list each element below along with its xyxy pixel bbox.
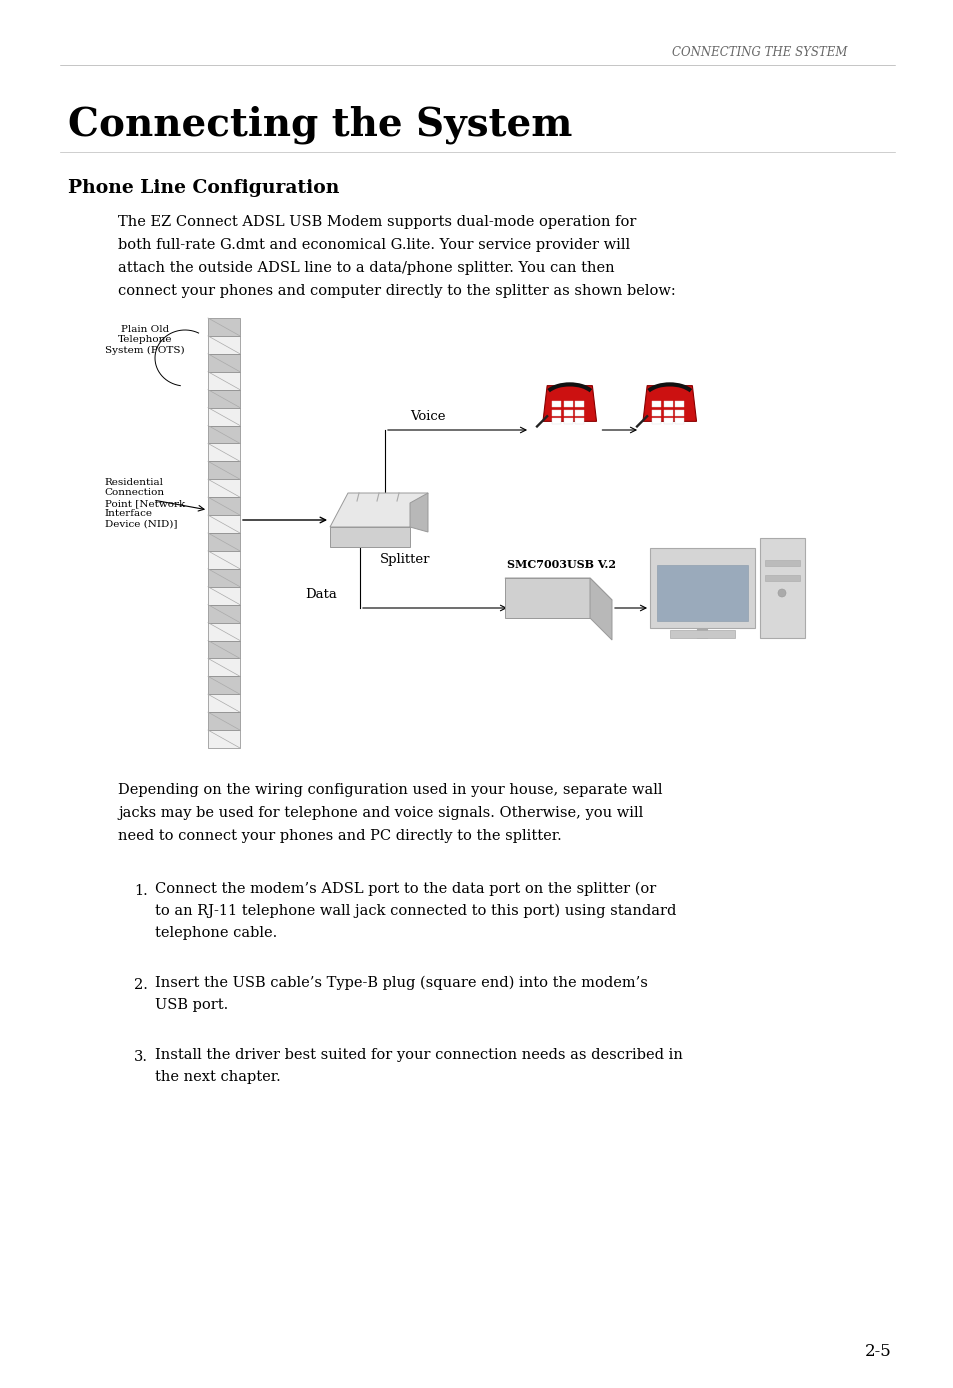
Text: 2-5: 2-5: [863, 1344, 890, 1360]
Bar: [575, 401, 583, 407]
Text: Install the driver best suited for your connection needs as described in: Install the driver best suited for your …: [154, 1048, 682, 1062]
Text: Depending on the wiring configuration used in your house, separate wall: Depending on the wiring configuration us…: [118, 783, 661, 797]
Bar: [651, 418, 660, 425]
Text: USB port.: USB port.: [154, 998, 228, 1012]
Bar: [760, 539, 804, 638]
Text: Data: Data: [305, 587, 336, 601]
Bar: [208, 587, 240, 605]
Bar: [208, 605, 240, 623]
Bar: [208, 533, 240, 551]
Bar: [675, 409, 683, 415]
Circle shape: [778, 589, 785, 597]
Text: Connecting the System: Connecting the System: [68, 105, 572, 144]
Text: 1.: 1.: [134, 884, 148, 898]
Text: jacks may be used for telephone and voice signals. Otherwise, you will: jacks may be used for telephone and voic…: [118, 806, 642, 820]
Bar: [208, 658, 240, 676]
Bar: [208, 640, 240, 658]
Text: 3.: 3.: [133, 1049, 148, 1065]
Text: the next chapter.: the next chapter.: [154, 1070, 280, 1084]
Bar: [575, 418, 583, 425]
Bar: [663, 401, 672, 407]
Text: 2.: 2.: [134, 979, 148, 992]
Text: telephone cable.: telephone cable.: [154, 926, 277, 940]
Text: Insert the USB cable’s Type-B plug (square end) into the modem’s: Insert the USB cable’s Type-B plug (squa…: [154, 976, 647, 991]
Polygon shape: [504, 577, 589, 618]
Bar: [563, 409, 572, 415]
Bar: [657, 565, 747, 620]
Bar: [663, 409, 672, 415]
Bar: [208, 623, 240, 640]
Text: Residential
Connection
Point [Network
Interface
Device (NID)]: Residential Connection Point [Network In…: [105, 477, 185, 529]
Bar: [208, 318, 240, 336]
Polygon shape: [330, 493, 428, 527]
Bar: [208, 372, 240, 390]
Text: both full-rate G.dmt and economical G.lite. Your service provider will: both full-rate G.dmt and economical G.li…: [118, 237, 630, 253]
Bar: [208, 354, 240, 372]
Polygon shape: [330, 527, 410, 547]
Bar: [552, 409, 560, 415]
Bar: [208, 497, 240, 515]
Bar: [208, 408, 240, 426]
Bar: [208, 515, 240, 533]
Text: need to connect your phones and PC directly to the splitter.: need to connect your phones and PC direc…: [118, 829, 561, 843]
Text: Splitter: Splitter: [379, 552, 430, 565]
Polygon shape: [504, 577, 612, 600]
Bar: [208, 569, 240, 587]
Polygon shape: [410, 493, 428, 532]
Text: The EZ Connect ADSL USB Modem supports dual-mode operation for: The EZ Connect ADSL USB Modem supports d…: [118, 215, 636, 229]
Bar: [764, 559, 800, 566]
Text: to an RJ-11 telephone wall jack connected to this port) using standard: to an RJ-11 telephone wall jack connecte…: [154, 904, 676, 919]
Bar: [669, 630, 734, 638]
Bar: [208, 443, 240, 461]
Bar: [563, 418, 572, 425]
Polygon shape: [542, 386, 596, 422]
Text: connect your phones and computer directly to the splitter as shown below:: connect your phones and computer directl…: [118, 285, 675, 298]
Text: Connect the modem’s ADSL port to the data port on the splitter (or: Connect the modem’s ADSL port to the dat…: [154, 881, 656, 897]
Bar: [552, 401, 560, 407]
Bar: [208, 390, 240, 408]
Bar: [651, 409, 660, 415]
Bar: [208, 694, 240, 712]
Bar: [208, 426, 240, 443]
Bar: [663, 418, 672, 425]
Text: CONNECTING THE SYSTEM: CONNECTING THE SYSTEM: [672, 46, 847, 58]
Bar: [208, 676, 240, 694]
Polygon shape: [642, 386, 696, 422]
Bar: [563, 401, 572, 407]
Bar: [552, 418, 560, 425]
Text: Voice: Voice: [410, 409, 445, 422]
Bar: [208, 336, 240, 354]
Text: attach the outside ADSL line to a data/phone splitter. You can then: attach the outside ADSL line to a data/p…: [118, 261, 614, 275]
Bar: [208, 479, 240, 497]
Text: Plain Old
Telephone
System (POTS): Plain Old Telephone System (POTS): [105, 325, 185, 355]
Bar: [575, 409, 583, 415]
Bar: [208, 551, 240, 569]
Bar: [764, 575, 800, 582]
Bar: [675, 418, 683, 425]
Bar: [208, 730, 240, 748]
Bar: [208, 461, 240, 479]
Bar: [675, 401, 683, 407]
Bar: [651, 401, 660, 407]
Text: Phone Line Configuration: Phone Line Configuration: [68, 179, 339, 197]
Bar: [208, 712, 240, 730]
Polygon shape: [589, 577, 612, 640]
Text: SMC7003USB V.2: SMC7003USB V.2: [507, 558, 616, 569]
Bar: [649, 548, 754, 627]
